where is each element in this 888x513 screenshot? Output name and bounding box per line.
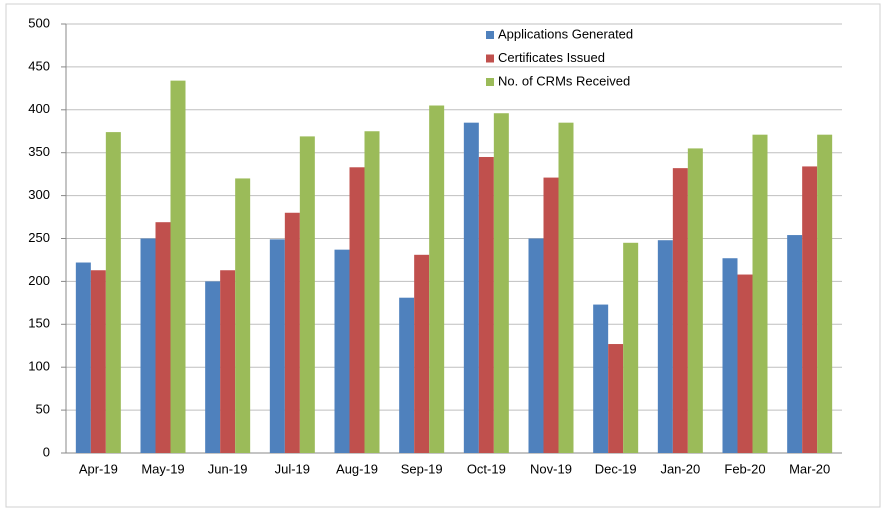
bar [399, 297, 415, 453]
bar [364, 131, 380, 453]
bar [205, 281, 221, 453]
bar [349, 167, 365, 453]
y-tick-label: 0 [43, 444, 50, 459]
x-tick-label: Oct-19 [467, 461, 506, 476]
bar [802, 166, 818, 454]
x-tick-label: Jan-20 [660, 461, 700, 476]
legend-swatch [486, 31, 494, 39]
bar [623, 242, 639, 453]
legend-label: Applications Generated [498, 26, 633, 41]
x-tick-label: Jul-19 [275, 461, 310, 476]
x-tick-label: Nov-19 [530, 461, 572, 476]
bar [414, 254, 430, 453]
y-tick-label: 500 [28, 15, 50, 30]
bar [105, 132, 121, 453]
bar [299, 136, 315, 453]
y-tick-label: 400 [28, 101, 50, 116]
x-tick-label: May-19 [141, 461, 184, 476]
x-tick-label: Jun-19 [208, 461, 248, 476]
bar [817, 134, 833, 453]
bar [558, 122, 574, 454]
bar [593, 304, 609, 453]
y-tick-label: 300 [28, 187, 50, 202]
bar [429, 105, 445, 453]
x-tick-label: Apr-19 [79, 461, 118, 476]
legend-label: No. of CRMs Received [498, 73, 630, 88]
x-tick-label: Sep-19 [401, 461, 443, 476]
y-tick-label: 450 [28, 58, 50, 73]
legend-swatch [486, 54, 494, 63]
bar [528, 238, 544, 453]
y-tick-label: 200 [28, 273, 50, 288]
bar [334, 249, 350, 453]
bar [75, 262, 91, 453]
bar [687, 148, 703, 453]
bar [478, 156, 494, 454]
y-tick-label: 350 [28, 144, 50, 159]
bar [543, 177, 559, 453]
bar [220, 270, 236, 453]
bar [608, 344, 624, 453]
bar [787, 235, 803, 453]
bar [737, 274, 753, 453]
x-tick-label: Dec-19 [595, 461, 637, 476]
bar [722, 258, 738, 453]
bar [463, 122, 479, 454]
x-tick-label: Feb-20 [724, 461, 765, 476]
legend-swatch [486, 78, 494, 86]
bar [752, 134, 768, 453]
bar [493, 113, 509, 454]
bar [672, 168, 688, 454]
x-tick-label: Mar-20 [789, 461, 830, 476]
x-tick-label: Aug-19 [336, 461, 378, 476]
bar [269, 239, 285, 453]
bar [284, 212, 300, 453]
bar [155, 222, 171, 453]
bar [140, 238, 156, 453]
bar [90, 270, 106, 453]
bar [657, 240, 673, 453]
bar [170, 80, 186, 454]
bar [235, 178, 251, 453]
legend-label: Certificates Issued [498, 50, 605, 65]
y-tick-label: 100 [28, 359, 50, 374]
y-tick-label: 50 [36, 402, 50, 417]
y-tick-label: 250 [28, 230, 50, 245]
y-tick-label: 150 [28, 316, 50, 331]
